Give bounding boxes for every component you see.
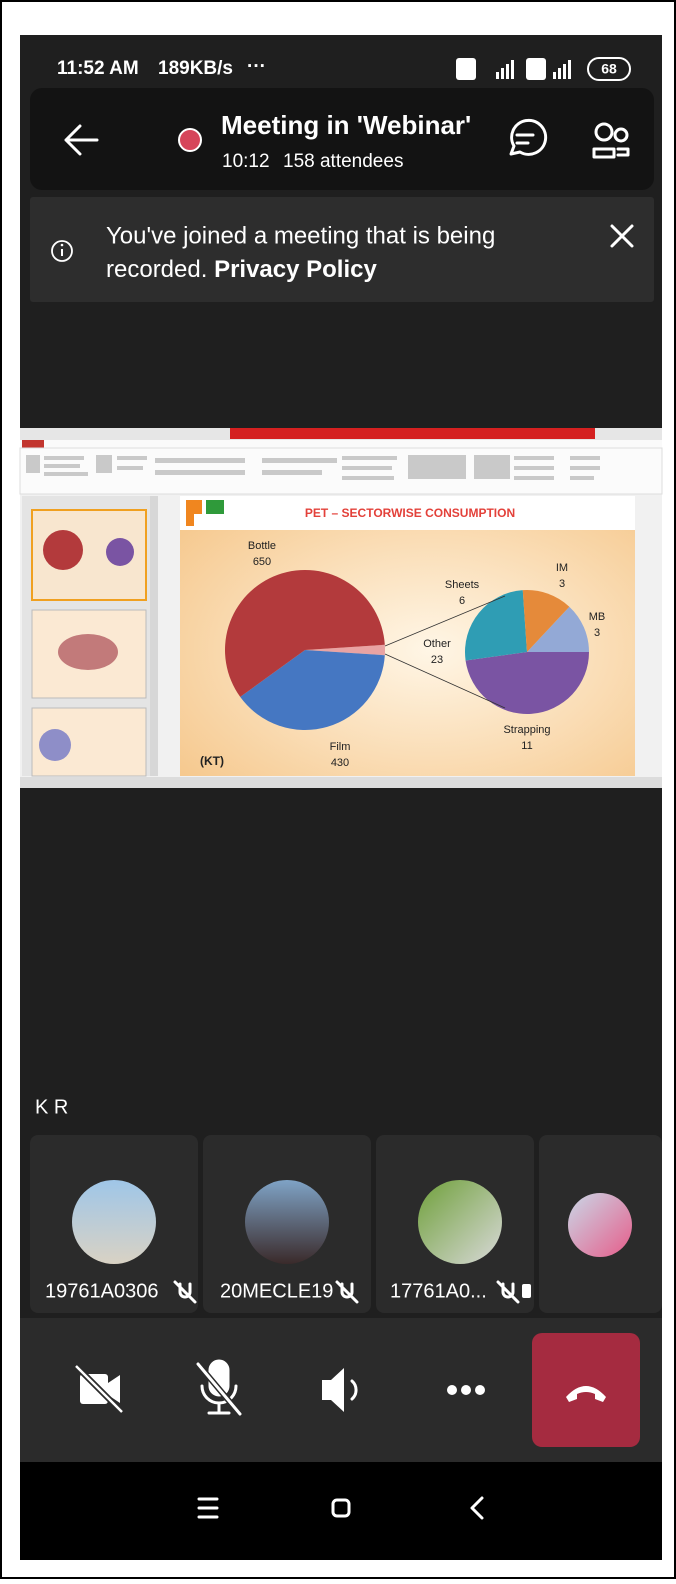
meeting-duration: 10:12	[222, 151, 270, 172]
banner-text: recorded. Privacy Policy	[106, 256, 377, 283]
more-indicator: ···	[247, 56, 266, 77]
recording-dot	[178, 128, 202, 152]
slide-thumbnail	[39, 729, 71, 761]
pie-slice	[240, 650, 385, 730]
unit-label: (KT)	[200, 754, 224, 768]
avatar	[72, 1180, 156, 1264]
slice-label: Strapping	[503, 724, 550, 736]
close-banner[interactable]	[610, 224, 634, 248]
slice-label: Film	[330, 741, 351, 753]
participant-strip: 19761A0306 20MECLE19 17761A0...	[30, 1135, 662, 1313]
avatar	[418, 1180, 502, 1264]
home-key[interactable]	[331, 1498, 351, 1518]
slice-value: 650	[253, 556, 271, 568]
info-icon	[60, 243, 64, 247]
attendee-count[interactable]: 158 attendees	[283, 151, 403, 172]
slice-value: 3	[559, 578, 565, 590]
volte-icon	[526, 58, 546, 80]
ppt-title-strip	[230, 428, 595, 439]
pie-slice	[465, 590, 527, 661]
ppt-ribbon	[19, 447, 663, 495]
slide-thumbnail	[58, 634, 118, 670]
pie-slice	[225, 570, 385, 697]
signal-2	[553, 60, 571, 79]
signal-1	[496, 60, 514, 79]
ppt-file-tab	[22, 440, 44, 448]
status-bar: 11:52 AM 189KB/s ··· 68	[57, 56, 631, 81]
participant-name: 20MECLE19	[220, 1280, 333, 1302]
end-call-button[interactable]	[532, 1333, 640, 1447]
header-bar	[30, 88, 654, 190]
pie-slice	[465, 652, 589, 714]
ppt-statusbar	[20, 777, 662, 788]
info-icon	[51, 240, 73, 262]
slice-value: 430	[331, 757, 349, 769]
slice-label: MB	[589, 611, 606, 623]
slide-logo	[186, 500, 202, 526]
info-icon	[61, 249, 63, 256]
connector-line	[384, 653, 506, 709]
pie-slice	[527, 606, 589, 652]
hand-icon	[522, 1284, 531, 1298]
slide-title: PET – SECTORWISE CONSUMPTION	[305, 506, 515, 520]
slice-value: 23	[431, 654, 443, 666]
more-button[interactable]	[447, 1385, 485, 1395]
slice-label: Bottle	[248, 540, 276, 552]
privacy-link[interactable]: Privacy Policy	[214, 256, 377, 283]
back-key[interactable]	[470, 1496, 484, 1520]
pie-slice	[305, 644, 386, 656]
people-button[interactable]	[592, 122, 630, 159]
slice-label: Other	[423, 638, 451, 650]
slide-header	[180, 496, 635, 530]
participant-name: 17761A0...	[390, 1280, 487, 1302]
slice-label: Sheets	[445, 579, 480, 591]
slice-value: 6	[459, 595, 465, 607]
connector-line	[384, 595, 506, 647]
banner-text: You've joined a meeting that is being	[106, 222, 495, 249]
ppt-tabs	[20, 440, 662, 448]
slide-thumbnail	[43, 530, 83, 570]
pie-slice	[522, 590, 570, 652]
ppt-scrollbar	[150, 496, 158, 776]
menu-key[interactable]	[197, 1497, 219, 1519]
presenter-name: K R	[35, 1096, 68, 1118]
banner-text: recorded.	[106, 256, 207, 283]
ppt-ribbon-buttons	[26, 455, 600, 480]
clock: 11:52 AM	[57, 58, 139, 79]
net-speed: 189KB/s	[158, 58, 233, 79]
shared-screen: PET – SECTORWISE CONSUMPTION (KT) Other 2…	[19, 428, 663, 788]
battery-level: 68	[601, 61, 617, 77]
slice-value: 3	[594, 627, 600, 639]
slice-label: IM	[556, 562, 568, 574]
nav-bar	[20, 1462, 662, 1560]
muted-icon	[173, 1280, 520, 1304]
slide-logo	[206, 500, 224, 514]
avatar	[245, 1180, 329, 1264]
chat-button[interactable]	[509, 118, 548, 156]
recording-banner	[30, 197, 654, 302]
slide-thumbnail	[106, 538, 134, 566]
participant-name: 19761A0306	[45, 1280, 158, 1302]
camera-off-button[interactable]	[73, 1363, 125, 1415]
mute-button[interactable]	[195, 1359, 243, 1417]
volte-icon	[456, 58, 476, 80]
speaker-button[interactable]	[322, 1368, 358, 1412]
back-button[interactable]	[64, 124, 99, 156]
avatar	[568, 1193, 632, 1257]
battery	[587, 57, 631, 81]
slice-value: 11	[521, 740, 532, 752]
meeting-title: Meeting in 'Webinar'	[221, 110, 471, 140]
